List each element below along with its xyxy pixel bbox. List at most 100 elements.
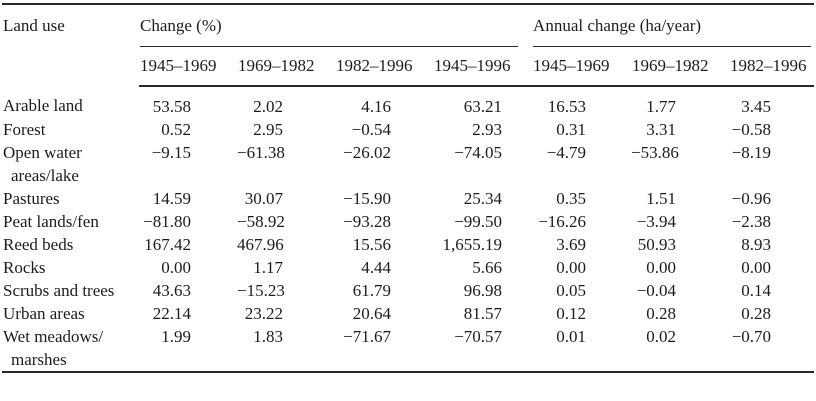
change-pct-cell: 2.95: [253, 120, 283, 139]
change-pct-cell: 1.83: [253, 327, 283, 346]
change-pct-cell: 4.16: [361, 97, 391, 116]
group-header-annual-change: Annual change (ha/year): [532, 4, 814, 47]
table-row: Peat lands/fen −81.80 −58.92 −93.28 −99.50 −…: [2, 210, 814, 233]
change-pct-cell: 1.17: [253, 258, 283, 277]
change-pct-cell: 63.21: [463, 97, 503, 116]
annual-change-cell: 0.28: [741, 304, 772, 323]
group-header-change-label: Change (%): [140, 15, 519, 47]
annual-change-cell: −0.70: [731, 327, 772, 346]
land-use-cell: Reed beds: [2, 233, 139, 256]
annual-change-cell: 0.12: [556, 304, 587, 323]
change-pct-cell: 0.00: [161, 258, 191, 277]
land-use-label: Urban areas: [3, 304, 85, 323]
land-use-label: Pastures: [3, 189, 60, 208]
column-header-land-use: Land use: [3, 16, 65, 35]
land-use-cell: Arable land: [2, 86, 139, 118]
land-use-label: Rocks: [3, 258, 46, 277]
change-pct-cell: −15.23: [237, 281, 285, 300]
group-header-row: Land use Change (%) Annual change (ha/ye…: [2, 4, 814, 47]
change-pct-cell: 14.59: [152, 189, 191, 208]
period-header-annual-1945-1969: 1945–1969: [532, 47, 632, 87]
change-pct-cell: 61.79: [352, 281, 391, 300]
change-pct-cell: 22.14: [152, 304, 191, 323]
annual-change-cell: 0.14: [741, 281, 772, 300]
annual-change-cell: −0.58: [731, 120, 772, 139]
annual-change-cell: −4.79: [546, 143, 587, 162]
land-use-label: marshes: [11, 350, 67, 369]
change-pct-cell: −93.28: [343, 212, 391, 231]
table-row: Rocks 0.00 1.17 4.44 5.66 0.00 0.00 0.00: [2, 256, 814, 279]
group-header-annual-change-label: Annual change (ha/year): [533, 15, 812, 47]
period-header-change-1982-1996: 1982–1996: [335, 47, 433, 87]
change-pct-cell: 30.07: [244, 189, 283, 208]
annual-change-cell: 1.51: [646, 189, 677, 208]
annual-change-cell: 16.53: [547, 97, 587, 116]
change-pct-cell: 15.56: [352, 235, 391, 254]
period-header-annual-1969-1982: 1969–1982: [631, 47, 730, 87]
annual-change-cell: 0.31: [556, 120, 587, 139]
annual-change-cell: 0.00: [741, 258, 772, 277]
group-header-change: Change (%): [139, 4, 532, 47]
annual-change-cell: −3.94: [636, 212, 677, 231]
change-pct-cell: 43.63: [152, 281, 191, 300]
table-row: Scrubs and trees 43.63 −15.23 61.79 96.98 0.…: [2, 279, 814, 302]
change-pct-cell: 53.58: [152, 97, 191, 116]
annual-change-cell: 0.00: [646, 258, 677, 277]
change-pct-cell: −26.02: [343, 143, 391, 162]
table-row: Pastures 14.59 30.07 −15.90 25.34 0.35 1.51 −0…: [2, 187, 814, 210]
change-pct-cell: −99.50: [454, 212, 503, 231]
change-pct-cell: 96.98: [463, 281, 503, 300]
change-pct-cell: −81.80: [143, 212, 191, 231]
annual-change-cell: 1.77: [646, 97, 677, 116]
change-pct-cell: −15.90: [343, 189, 391, 208]
land-use-cell: Pastures: [2, 187, 139, 210]
change-pct-cell: 20.64: [352, 304, 391, 323]
land-use-label: areas/lake: [11, 166, 79, 185]
land-use-label: Wet meadows/: [3, 327, 104, 346]
land-use-label: Scrubs and trees: [3, 281, 115, 300]
annual-change-cell: −0.96: [731, 189, 772, 208]
land-use-cell: Forest: [2, 118, 139, 141]
change-pct-cell: 0.52: [161, 120, 191, 139]
annual-change-cell: −16.26: [538, 212, 587, 231]
change-pct-cell: −70.57: [454, 327, 503, 346]
change-pct-cell: 1.99: [161, 327, 191, 346]
change-pct-cell: 467.96: [237, 235, 284, 254]
change-pct-cell: 23.22: [244, 304, 283, 323]
land-use-cell: Open water areas/lake: [2, 141, 139, 187]
table-row: Open water areas/lake −9.15 −61.38 −26.02 −7…: [2, 141, 814, 187]
annual-change-cell: 3.31: [646, 120, 677, 139]
table-row: Reed beds 167.42 467.96 15.56 1,655.19 3.69 5…: [2, 233, 814, 256]
period-header-change-1945-1996: 1945–1996: [433, 47, 533, 87]
change-pct-cell: −61.38: [237, 143, 285, 162]
change-pct-cell: 4.44: [361, 258, 391, 277]
change-pct-cell: −74.05: [454, 143, 503, 162]
period-header-row: 1945–1969 1969–1982 1982–1996 1945–1996 …: [2, 47, 815, 87]
table-row: Wet meadows/marshes 1.99 1.83 −71.67 −70.57…: [2, 325, 814, 372]
land-use-label: Open water: [3, 143, 82, 162]
annual-change-cell: 0.28: [646, 304, 677, 323]
annual-change-cell: −2.38: [731, 212, 772, 231]
land-use-label: Reed beds: [3, 235, 74, 254]
change-pct-cell: 1,655.19: [442, 235, 503, 254]
change-pct-cell: 25.34: [463, 189, 503, 208]
annual-change-cell: 0.02: [646, 327, 677, 346]
annual-change-cell: 8.93: [741, 235, 772, 254]
annual-change-cell: 3.69: [556, 235, 587, 254]
change-pct-cell: −71.67: [343, 327, 391, 346]
annual-change-cell: 50.93: [637, 235, 677, 254]
period-header-change-1969-1982: 1969–1982: [237, 47, 335, 87]
table-body: Arable land 53.58 2.02 4.16 63.21 16.53 1.77 3…: [2, 86, 814, 372]
table-header: Land use Change (%) Annual change (ha/ye…: [2, 4, 815, 87]
annual-change-cell: 0.01: [556, 327, 587, 346]
land-use-cell: Rocks: [2, 256, 139, 279]
land-use-cell: Urban areas: [2, 302, 139, 325]
land-use-cell: Peat lands/fen: [2, 210, 139, 233]
change-pct-cell: 2.93: [472, 120, 503, 139]
annual-change-cell: 0.00: [556, 258, 587, 277]
change-pct-cell: −9.15: [151, 143, 191, 162]
change-pct-cell: 167.42: [144, 235, 191, 254]
annual-change-cell: 3.45: [741, 97, 772, 116]
land-use-change-table-container: Land use Change (%) Annual change (ha/ye…: [2, 3, 816, 373]
annual-change-cell: 0.05: [556, 281, 587, 300]
